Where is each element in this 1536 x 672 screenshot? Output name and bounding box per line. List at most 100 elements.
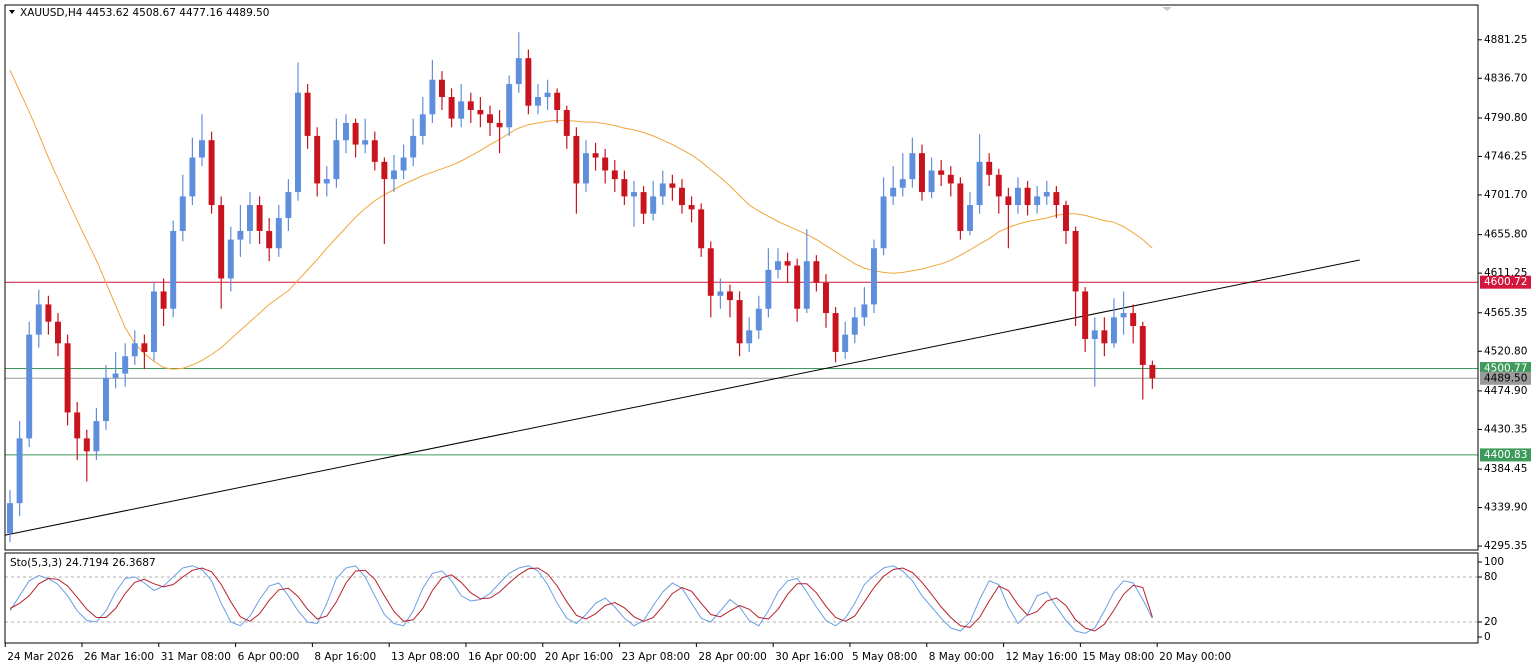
- x-tick-label: 26 Mar 16:00: [84, 651, 154, 663]
- indicator-title: Sto(5,3,3) 24.7194 26.3687: [10, 557, 156, 569]
- candle-body: [995, 174, 1002, 197]
- candle-body: [736, 300, 743, 344]
- candle-body: [688, 205, 695, 210]
- candle-body: [362, 140, 369, 145]
- x-tick-label: 6 Apr 00:00: [238, 651, 300, 663]
- candle-body: [1053, 192, 1060, 206]
- y-tick-label: 4836.70: [1484, 72, 1527, 84]
- candle-body: [448, 97, 455, 119]
- stochastic-line: [9, 567, 1153, 632]
- candle-body: [746, 330, 753, 344]
- candle-body: [775, 261, 781, 270]
- stochastic-tick-label: 0: [1484, 631, 1491, 643]
- candle-body: [141, 343, 148, 352]
- candle-body: [794, 265, 801, 309]
- candle-body: [45, 304, 52, 322]
- price-plot: [5, 32, 1478, 543]
- candle-body: [919, 153, 925, 193]
- candle-body: [487, 114, 493, 123]
- candle-body: [122, 356, 129, 374]
- y-tick-label: 4655.80: [1484, 229, 1527, 241]
- candle-body: [1120, 313, 1127, 318]
- y-tick-label: 4384.45: [1484, 463, 1527, 475]
- candle-body: [275, 218, 282, 249]
- candle-body: [1034, 196, 1041, 206]
- candle-body: [1101, 330, 1108, 344]
- candle-body: [112, 373, 119, 378]
- candle-body: [640, 192, 647, 214]
- x-tick-label: 8 May 00:00: [929, 651, 994, 663]
- candle-body: [26, 334, 33, 439]
- stochastic-plot: [5, 565, 1478, 634]
- x-tick-label: 8 Apr 16:00: [314, 651, 376, 663]
- candle-body: [535, 97, 541, 106]
- candle-body: [938, 170, 945, 175]
- y-tick-label: 4339.90: [1484, 502, 1527, 514]
- level-label: 4400.83: [1484, 449, 1527, 461]
- x-tick-label: 15 May 08:00: [1082, 651, 1154, 663]
- candle-body: [1139, 326, 1146, 365]
- candle-body: [314, 135, 321, 184]
- price-frame: [4, 4, 1479, 551]
- candle-body: [208, 140, 215, 206]
- x-tick-label: 20 Apr 16:00: [545, 651, 613, 663]
- axes: 4881.25 4836.70 4790.80 4746.25 4701.70 4655.…: [4, 34, 1531, 663]
- candle-body: [381, 161, 388, 180]
- x-tick-label: 28 Apr 00:00: [698, 651, 766, 663]
- candle-body: [1062, 205, 1069, 231]
- candle-body: [631, 192, 637, 197]
- candle-body: [563, 109, 570, 136]
- candle-body: [1091, 330, 1098, 339]
- candle-body: [842, 334, 849, 352]
- candle-body: [16, 438, 23, 504]
- candle-body: [419, 114, 426, 136]
- candle-body: [1149, 364, 1156, 379]
- y-tick-label: 4746.25: [1484, 150, 1527, 162]
- candle-body: [611, 170, 618, 180]
- candle-body: [343, 122, 349, 141]
- candle-body: [429, 79, 436, 115]
- shift-marker: [1162, 7, 1172, 11]
- candle-body: [976, 161, 983, 206]
- candle-body: [400, 157, 407, 171]
- candle-body: [218, 205, 225, 279]
- candle-body: [669, 183, 676, 188]
- candle-body: [573, 135, 580, 184]
- candle-body: [410, 135, 417, 158]
- candle-body: [74, 412, 81, 439]
- candle-body: [256, 205, 263, 231]
- candle-body: [304, 92, 311, 136]
- candle-body: [544, 92, 551, 98]
- candle-body: [266, 230, 273, 249]
- y-tick-label: 4295.35: [1484, 540, 1527, 552]
- candle-body: [803, 261, 810, 309]
- candle-body: [1005, 196, 1012, 206]
- candle-body: [189, 157, 196, 197]
- candle-body: [890, 187, 897, 197]
- stochastic-tick-label: 20: [1484, 616, 1497, 628]
- candle-body: [295, 92, 301, 193]
- candle-body: [285, 192, 292, 219]
- level-label-box: [1480, 371, 1531, 385]
- candle-body: [515, 58, 522, 85]
- candle-body: [151, 291, 157, 352]
- candle-body: [477, 109, 484, 115]
- candle-body: [784, 261, 791, 266]
- level-label: 4600.72: [1484, 276, 1527, 288]
- candle-body: [813, 261, 820, 283]
- candle-body: [439, 79, 445, 98]
- candle-body: [1072, 230, 1079, 292]
- menu-arrow[interactable]: [9, 10, 15, 14]
- candle-body: [727, 291, 733, 301]
- moving-average: [9, 69, 1153, 370]
- candle-body: [391, 170, 397, 180]
- y-tick-label: 4474.90: [1484, 385, 1527, 397]
- candle-body: [851, 317, 858, 335]
- candle-body: [458, 101, 465, 119]
- y-tick-label: 4430.35: [1484, 423, 1527, 435]
- candle-body: [160, 291, 167, 309]
- candle-body: [496, 122, 503, 128]
- candle-body: [333, 140, 340, 180]
- candle-body: [1024, 187, 1031, 206]
- y-tick-label: 4520.80: [1484, 345, 1527, 357]
